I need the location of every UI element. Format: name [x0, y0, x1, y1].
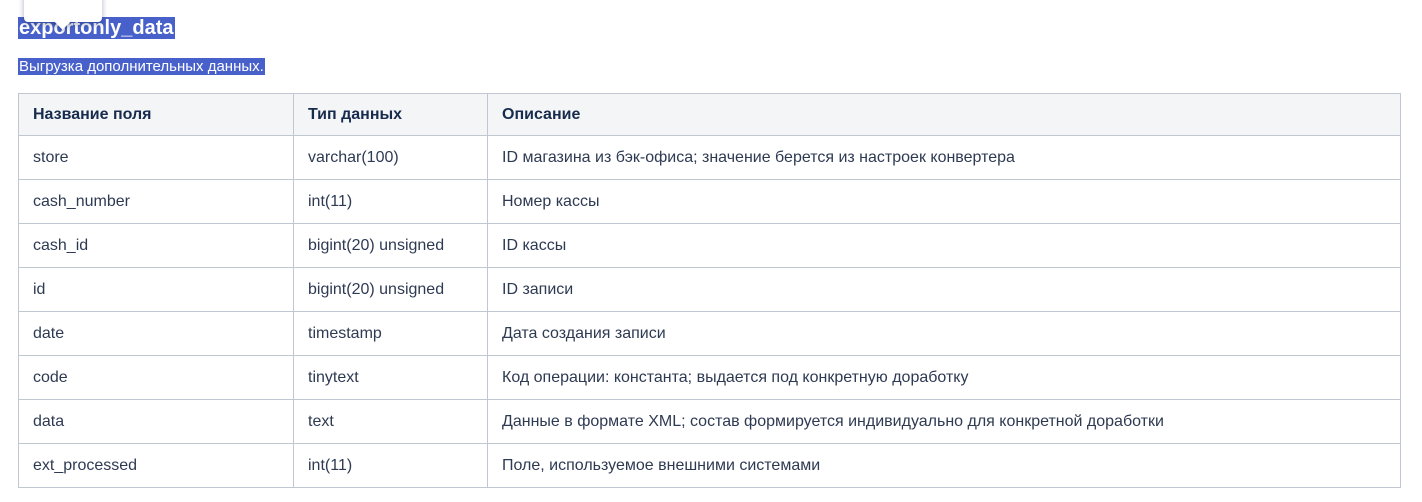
data-type-cell: timestamp — [293, 311, 488, 356]
data-type-cell: bigint(20) unsigned — [293, 267, 488, 312]
data-type-cell: varchar(100) — [293, 135, 488, 180]
data-type-cell: bigint(20) unsigned — [293, 223, 488, 268]
data-type-cell: tinytext — [293, 355, 488, 400]
page-title-selected-text: exportonly_data — [18, 17, 176, 39]
table-body: store varchar(100) ID магазина из бэк-офис… — [18, 135, 1401, 488]
table-row: code tinytext Код операции: константа; выд… — [18, 355, 1401, 400]
description-cell: Дата создания записи — [487, 311, 1401, 356]
table-row: ext_processed int(11) Поле, используемое в… — [18, 443, 1401, 488]
description-cell: Поле, используемое внешними системами — [487, 443, 1401, 488]
page-title: exportonly_data — [18, 14, 1422, 42]
field-name-cell: code — [18, 355, 294, 400]
table-row: id bigint(20) unsigned ID записи — [18, 267, 1401, 312]
description-cell: Код операции: константа; выдается под ко… — [487, 355, 1401, 400]
field-name-cell: id — [18, 267, 294, 312]
description-cell: ID кассы — [487, 223, 1401, 268]
table-header-row: Название поля Тип данных Описание — [18, 93, 1401, 136]
field-name-cell: date — [18, 311, 294, 356]
description-cell: ID магазина из бэк-офиса; значение берет… — [487, 135, 1401, 180]
data-type-cell: int(11) — [293, 443, 488, 488]
field-name-cell: data — [18, 399, 294, 444]
column-header-field-name: Название поля — [18, 93, 294, 136]
table-row: cash_number int(11) Номер кассы — [18, 179, 1401, 224]
description-cell: Номер кассы — [487, 179, 1401, 224]
data-type-cell: text — [293, 399, 488, 444]
fields-table: Название поля Тип данных Описание store v… — [18, 93, 1401, 488]
page-subtitle: Выгрузка дополнительных данных. — [18, 56, 1422, 77]
table-row: date timestamp Дата создания записи — [18, 311, 1401, 356]
table-row: store varchar(100) ID магазина из бэк-офис… — [18, 135, 1401, 180]
field-name-cell: store — [18, 135, 294, 180]
table-row: cash_id bigint(20) unsigned ID кассы — [18, 223, 1401, 268]
field-name-cell: cash_id — [18, 223, 294, 268]
data-type-cell: int(11) — [293, 179, 488, 224]
table-row: data text Данные в формате XML; состав фор… — [18, 399, 1401, 444]
column-header-data-type: Тип данных — [293, 93, 488, 136]
field-name-cell: cash_number — [18, 179, 294, 224]
field-name-cell: ext_processed — [18, 443, 294, 488]
column-header-description: Описание — [487, 93, 1401, 136]
page-subtitle-selected-text: Выгрузка дополнительных данных. — [18, 58, 265, 75]
description-cell: ID записи — [487, 267, 1401, 312]
description-cell: Данные в формате XML; состав формируется… — [487, 399, 1401, 444]
